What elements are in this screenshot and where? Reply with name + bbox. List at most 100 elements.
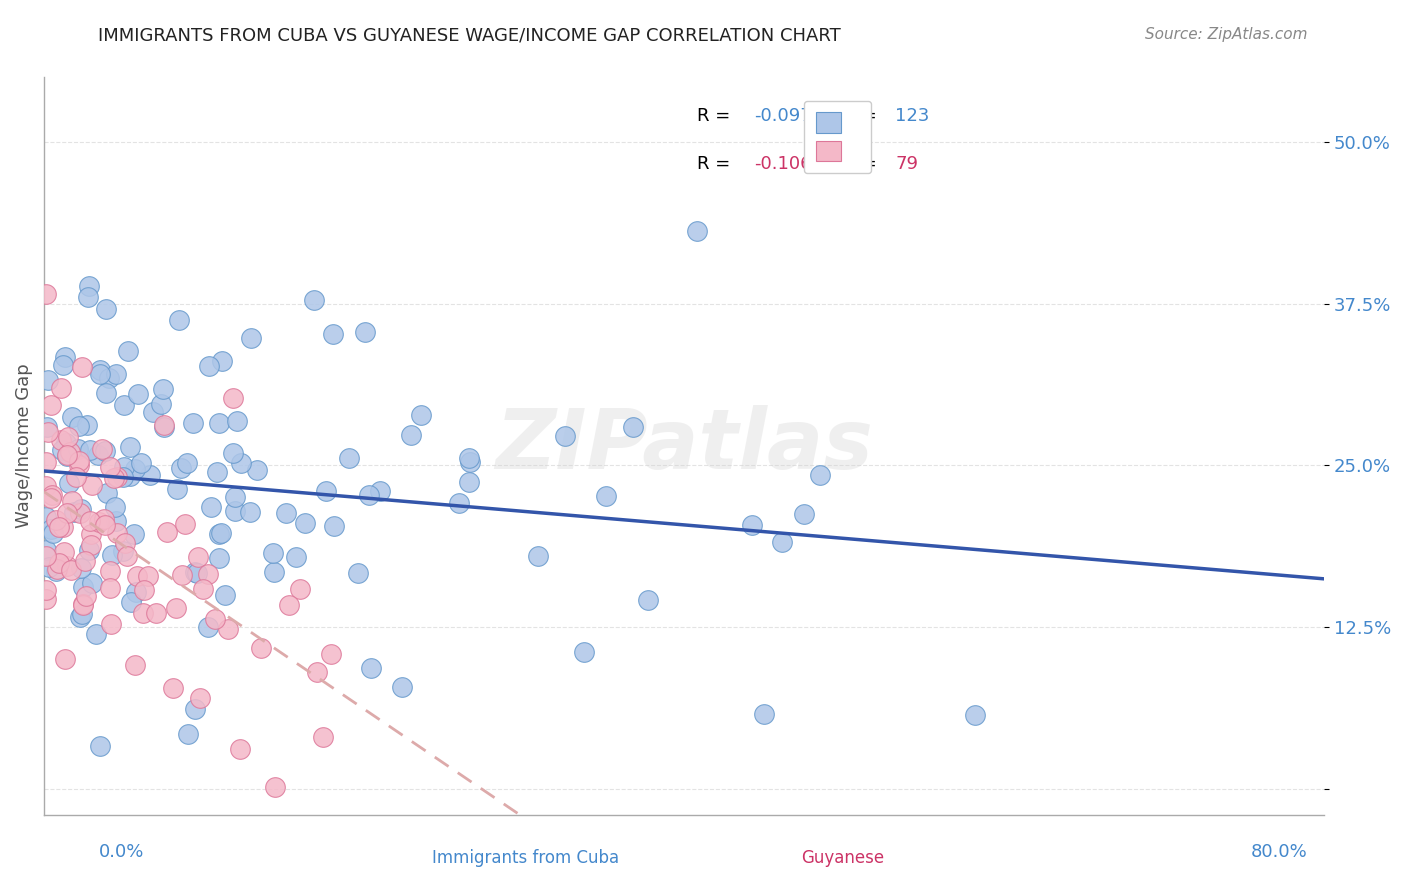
Point xyxy=(94,443,117,458)
Point xyxy=(353,325,375,339)
Point xyxy=(142,405,165,419)
Point xyxy=(222,391,245,405)
Point xyxy=(208,416,231,430)
Point xyxy=(111,544,134,558)
Point xyxy=(96,386,118,401)
Point xyxy=(315,484,337,499)
Point xyxy=(125,569,148,583)
Point xyxy=(409,408,432,422)
Point xyxy=(169,312,191,326)
Point xyxy=(184,566,207,580)
Point xyxy=(204,612,226,626)
Text: Guyanese: Guyanese xyxy=(801,849,884,867)
Point xyxy=(72,598,94,612)
Point xyxy=(105,367,128,381)
Point xyxy=(48,519,70,533)
Point xyxy=(56,430,79,444)
Text: IMMIGRANTS FROM CUBA VS GUYANESE WAGE/INCOME GAP CORRELATION CHART: IMMIGRANTS FROM CUBA VS GUYANESE WAGE/IN… xyxy=(98,27,841,45)
Point xyxy=(65,470,87,484)
Point xyxy=(263,780,285,795)
Point xyxy=(200,500,222,515)
Point xyxy=(752,707,775,722)
Point xyxy=(118,440,141,454)
Y-axis label: Wage/Income Gap: Wage/Income Gap xyxy=(15,364,32,528)
Point xyxy=(55,436,77,450)
Point xyxy=(112,397,135,411)
Point xyxy=(290,582,312,596)
Point xyxy=(111,470,134,484)
Point xyxy=(52,358,75,372)
Text: -0.097: -0.097 xyxy=(755,107,813,125)
Point xyxy=(686,224,709,238)
Point xyxy=(401,428,423,442)
Point xyxy=(38,559,60,574)
Point xyxy=(59,444,82,458)
Point xyxy=(337,451,360,466)
Point xyxy=(208,526,231,541)
Point xyxy=(35,543,58,558)
Point xyxy=(105,469,128,483)
Point xyxy=(187,550,209,565)
Point xyxy=(134,582,156,597)
Point xyxy=(224,504,246,518)
Point xyxy=(191,582,214,596)
Point xyxy=(52,545,75,559)
Point xyxy=(124,462,146,476)
Point xyxy=(112,460,135,475)
Point xyxy=(152,382,174,396)
Point xyxy=(229,456,252,470)
Text: 80.0%: 80.0% xyxy=(1251,843,1308,861)
Point xyxy=(84,626,107,640)
Text: R =: R = xyxy=(697,155,735,173)
Point xyxy=(117,549,139,564)
Point xyxy=(80,526,103,541)
Point xyxy=(183,702,205,716)
Point xyxy=(87,448,110,462)
Point xyxy=(39,491,62,505)
Point xyxy=(214,588,236,602)
Point xyxy=(80,576,103,591)
Point xyxy=(55,449,77,463)
Point xyxy=(77,290,100,304)
Point xyxy=(302,293,325,307)
Point xyxy=(70,607,93,621)
Point xyxy=(79,442,101,457)
Point xyxy=(239,331,262,345)
Point xyxy=(169,461,191,475)
Point xyxy=(37,373,59,387)
Point xyxy=(391,681,413,695)
Point xyxy=(246,463,269,477)
Point xyxy=(100,617,122,632)
Point xyxy=(263,565,285,579)
Point xyxy=(198,359,221,373)
Point xyxy=(360,660,382,674)
Point xyxy=(55,652,77,666)
Point xyxy=(77,278,100,293)
Point xyxy=(368,483,391,498)
Point xyxy=(449,496,471,510)
Point xyxy=(49,381,72,395)
Point xyxy=(56,506,79,520)
Point xyxy=(35,478,58,492)
Point xyxy=(186,566,208,580)
Point xyxy=(226,414,249,428)
Point xyxy=(35,592,58,607)
Point xyxy=(183,416,205,430)
Point xyxy=(458,455,481,469)
Point xyxy=(80,538,103,552)
Point xyxy=(118,469,141,483)
Point xyxy=(277,598,299,612)
Point xyxy=(89,515,111,529)
Point xyxy=(150,396,173,410)
Point xyxy=(162,681,184,695)
Point xyxy=(307,665,329,680)
Text: Source: ZipAtlas.com: Source: ZipAtlas.com xyxy=(1144,27,1308,42)
Point xyxy=(62,504,84,518)
Point xyxy=(60,563,83,577)
Text: N =: N = xyxy=(831,155,883,173)
Point xyxy=(39,398,62,412)
Point xyxy=(67,454,90,468)
Legend:  ,  : , xyxy=(804,101,872,173)
Point xyxy=(98,460,121,475)
Point xyxy=(62,494,84,508)
